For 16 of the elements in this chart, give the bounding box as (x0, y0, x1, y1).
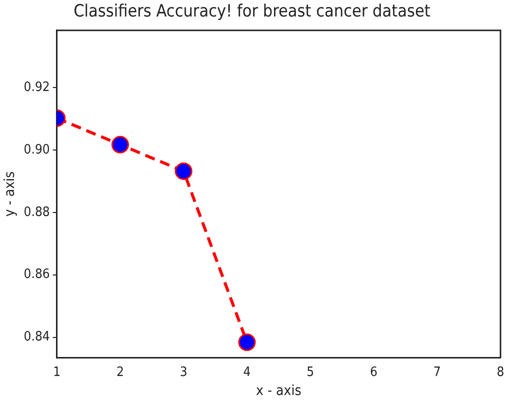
y-axis-title: y - axis (2, 171, 18, 217)
x-tick-label: 3 (180, 364, 188, 380)
chart-title: Classifiers Accuracy! for breast cancer dataset (74, 2, 430, 22)
x-axis-title: x - axis (256, 383, 302, 400)
x-tick-label: 2 (116, 364, 124, 380)
y-tick-label: 0.92 (24, 80, 50, 95)
y-tick-label: 0.86 (24, 267, 50, 282)
x-tick-label: 4 (243, 364, 251, 380)
x-tick-label: 8 (496, 364, 504, 380)
y-tick-label: 0.88 (24, 204, 50, 220)
y-tick-label: 0.84 (24, 330, 50, 345)
y-tick-label: 0.90 (24, 142, 50, 158)
x-tick-label: 5 (306, 364, 314, 380)
x-tick-label: 7 (433, 364, 441, 380)
x-tick-label: 1 (53, 364, 61, 380)
x-tick-label: 6 (370, 364, 378, 380)
